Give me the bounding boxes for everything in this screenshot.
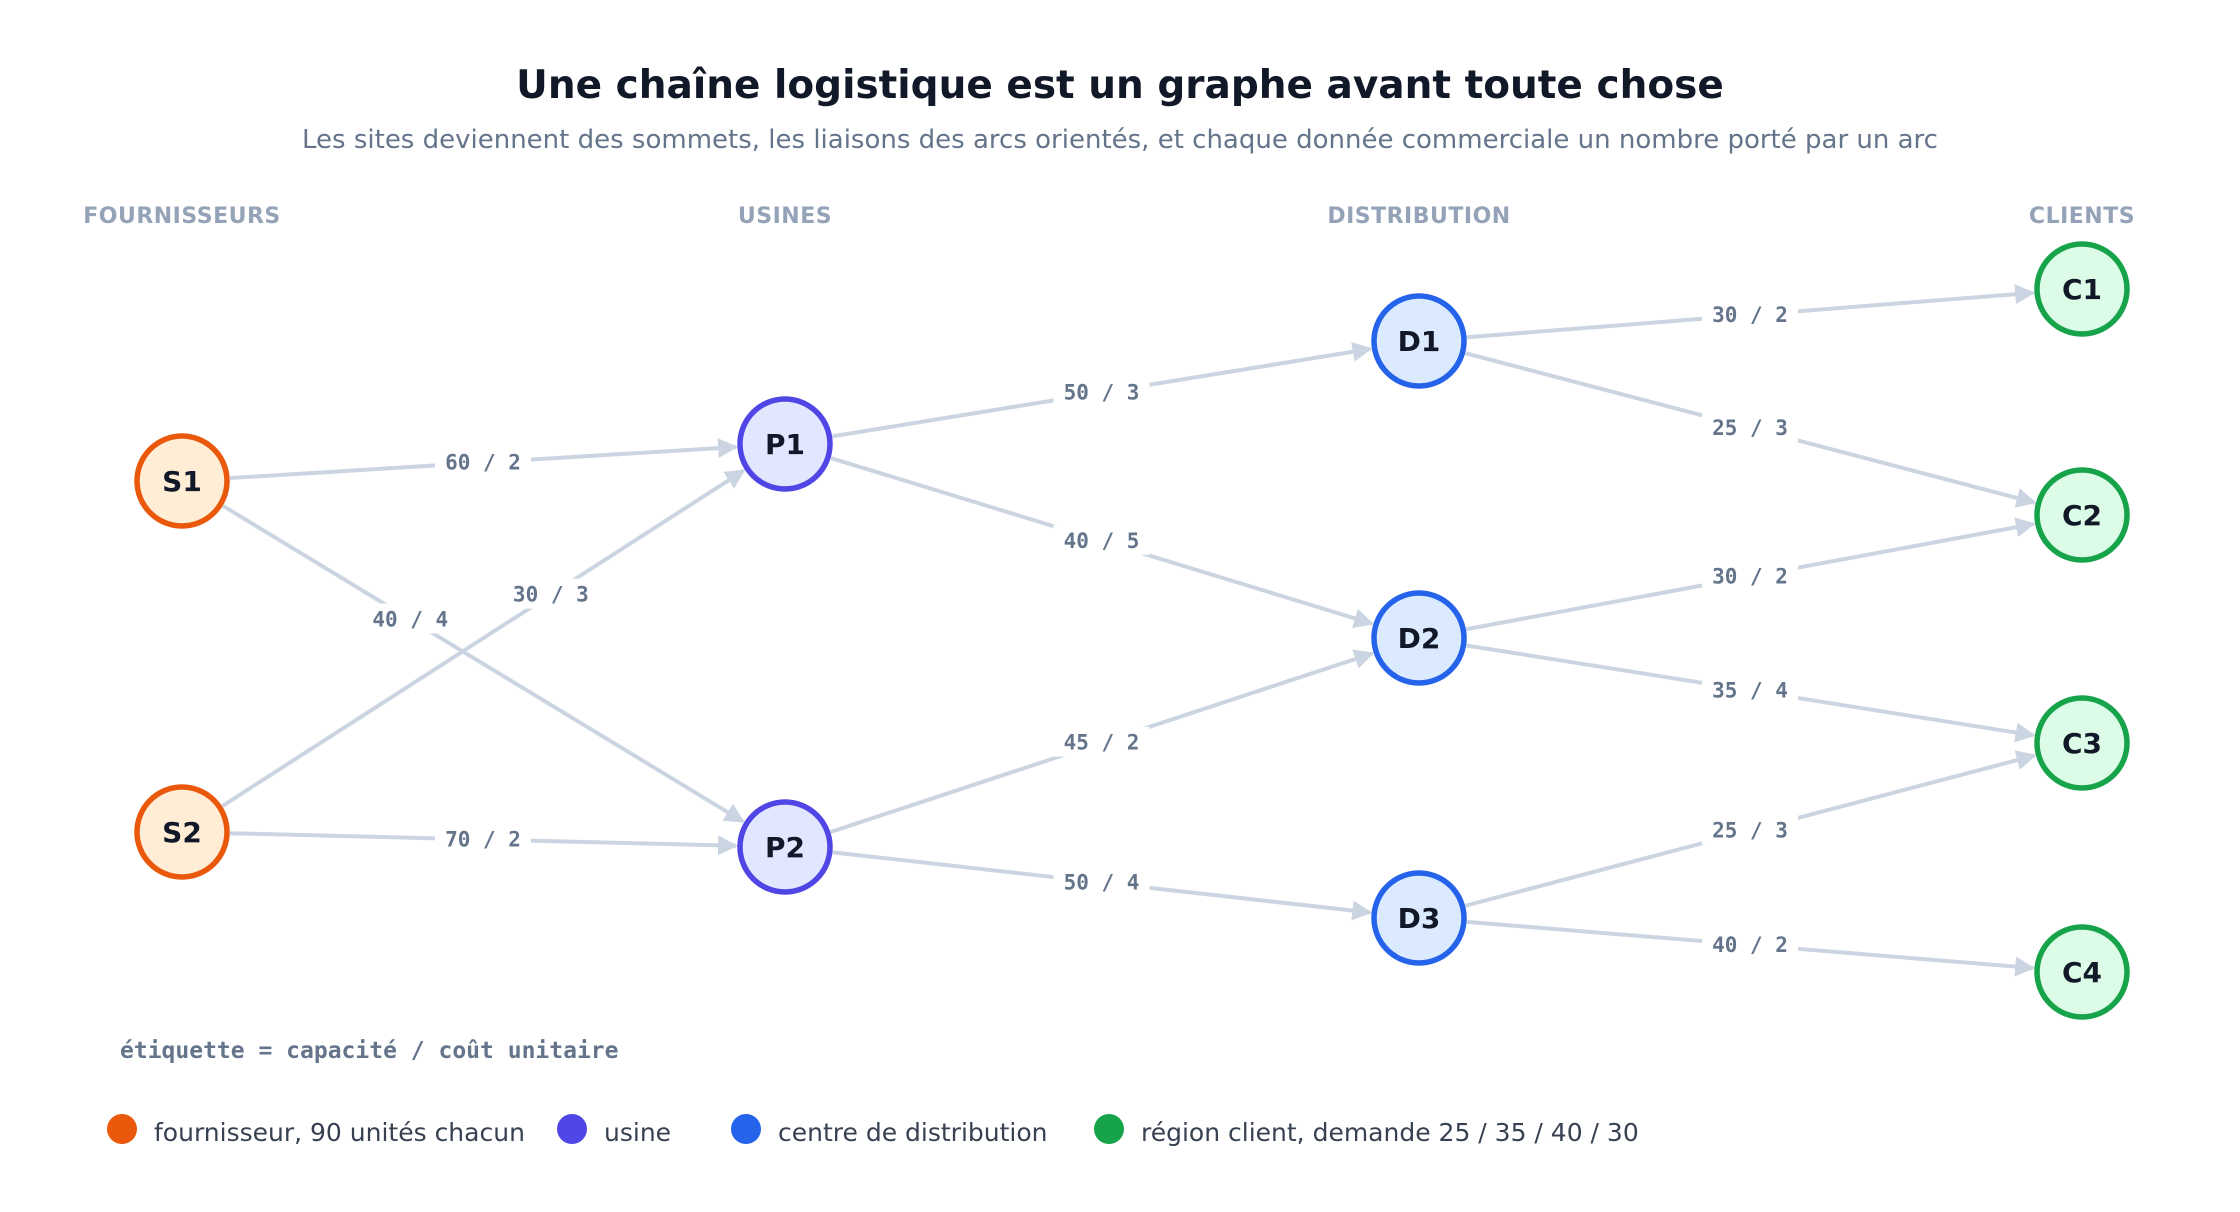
- column-label-distribution: DISTRIBUTION: [1327, 204, 1510, 229]
- node-p2: P2: [737, 799, 833, 895]
- node-label: D2: [1398, 622, 1441, 655]
- edge-label: 40 / 4: [372, 608, 448, 632]
- edge-label: 30 / 2: [1712, 565, 1788, 589]
- edge-p2-d2: 45 / 2: [829, 649, 1375, 834]
- edge-label-background: [1702, 674, 1799, 705]
- node-label: C1: [2062, 273, 2102, 306]
- edge-label-background: [1702, 411, 1799, 442]
- legend-label-distribution: centre de distribution: [778, 1118, 1048, 1147]
- edge-label-background: [1053, 376, 1150, 407]
- edge-p2-d3: 50 / 4: [832, 850, 1373, 921]
- edges-layer: 60 / 2 40 / 4 30 / 3 70 / 2 50 / 3 40 / 5 45 /…: [221, 284, 2037, 977]
- legend-swatch-supplier: [107, 1114, 137, 1144]
- legend: fournisseur, 90 unités chacun usine cent…: [107, 1114, 1639, 1147]
- node-p1: P1: [737, 396, 833, 492]
- edge-label: 25 / 3: [1712, 416, 1788, 440]
- legend-label-plant: usine: [604, 1118, 671, 1147]
- edge-label-background: [1053, 524, 1150, 555]
- edge-label-background: [362, 603, 459, 634]
- diagram-title: Une chaîne logistique est un graphe avan…: [516, 63, 1724, 108]
- edge-label: 40 / 5: [1064, 529, 1140, 553]
- edge-label-background: [1702, 299, 1799, 330]
- edge-d1-c2: 25 / 3: [1464, 351, 2037, 508]
- node-circle: [2034, 695, 2130, 791]
- legend-label-client: région client, demande 25 / 35 / 40 / 30: [1141, 1118, 1639, 1147]
- node-d2: D2: [1371, 590, 1467, 686]
- edge-p1-d2: 40 / 5: [830, 456, 1375, 628]
- column-label-plants: USINES: [738, 204, 832, 229]
- node-c2: C2: [2034, 467, 2130, 563]
- node-circle: [2034, 924, 2130, 1020]
- legend-swatch-distribution: [731, 1114, 761, 1144]
- edge-label: 40 / 2: [1712, 933, 1788, 957]
- node-c3: C3: [2034, 695, 2130, 791]
- edge-label: 30 / 3: [513, 583, 589, 607]
- edge-label: 50 / 4: [1064, 870, 1140, 894]
- edge-p1-d1: 50 / 3: [832, 341, 1373, 439]
- node-label: C3: [2062, 727, 2102, 760]
- node-circle: [134, 784, 230, 880]
- edge-label-background: [1702, 560, 1799, 591]
- edge-label-background: [1702, 814, 1799, 845]
- node-circle: [2034, 467, 2130, 563]
- edge-line: [221, 504, 745, 824]
- edge-label: 35 / 4: [1712, 678, 1788, 702]
- node-circle: [1371, 293, 1467, 389]
- legend-swatch-client: [1094, 1114, 1124, 1144]
- node-label: C4: [2062, 956, 2102, 989]
- edge-d2-c2: 30 / 2: [1465, 517, 2036, 632]
- edge-s2-p2: 70 / 2: [229, 823, 739, 856]
- edge-label-background: [1053, 726, 1150, 757]
- node-label: D1: [1398, 325, 1441, 358]
- edge-label: 60 / 2: [445, 451, 521, 475]
- edge-label: 25 / 3: [1712, 819, 1788, 843]
- edge-label: 50 / 3: [1064, 381, 1140, 405]
- node-label: P2: [765, 831, 805, 864]
- legend-swatch-plant: [557, 1114, 587, 1144]
- edge-label-background: [502, 578, 599, 609]
- node-circle: [737, 396, 833, 492]
- edge-label-background: [435, 823, 532, 854]
- node-s1: S1: [134, 433, 230, 529]
- edge-d3-c3: 25 / 3: [1464, 750, 2037, 908]
- node-circle: [1371, 590, 1467, 686]
- node-label: D3: [1398, 902, 1441, 935]
- edge-label-note: étiquette = capacité / coût unitaire: [120, 1038, 619, 1064]
- legend-label-supplier: fournisseur, 90 unités chacun: [154, 1118, 525, 1147]
- node-label: P1: [765, 428, 805, 461]
- edge-d2-c3: 35 / 4: [1466, 643, 2036, 743]
- edge-label: 70 / 2: [445, 827, 521, 851]
- edge-label: 30 / 2: [1712, 303, 1788, 327]
- node-c1: C1: [2034, 241, 2130, 337]
- nodes-layer: S1 S2 P1 P2 D1 D2 D3 C1 C2 C3 C4: [134, 241, 2130, 1020]
- node-label: S1: [162, 465, 202, 498]
- node-circle: [737, 799, 833, 895]
- edge-s1-p1: 60 / 2: [229, 438, 739, 481]
- edge-label: 45 / 2: [1064, 731, 1140, 755]
- edge-d1-c1: 30 / 2: [1466, 284, 2036, 340]
- edge-label-background: [1053, 866, 1150, 897]
- column-label-clients: CLIENTS: [2029, 204, 2135, 229]
- edge-s2-p1: 30 / 3: [221, 468, 746, 808]
- diagram-subtitle: Les sites deviennent des sommets, les li…: [302, 125, 1938, 155]
- column-label-suppliers: FOURNISSEURS: [83, 204, 281, 229]
- edge-s1-p2: 40 / 4: [221, 504, 745, 824]
- node-circle: [2034, 241, 2130, 337]
- node-d3: D3: [1371, 870, 1467, 966]
- node-c4: C4: [2034, 924, 2130, 1020]
- edge-label-background: [435, 446, 532, 477]
- node-circle: [1371, 870, 1467, 966]
- node-label: S2: [162, 816, 202, 849]
- node-label: C2: [2062, 499, 2102, 532]
- node-s2: S2: [134, 784, 230, 880]
- edge-d3-c4: 40 / 2: [1466, 919, 2036, 977]
- edge-line: [221, 468, 746, 808]
- edge-label-background: [1702, 928, 1799, 959]
- node-d1: D1: [1371, 293, 1467, 389]
- node-circle: [134, 433, 230, 529]
